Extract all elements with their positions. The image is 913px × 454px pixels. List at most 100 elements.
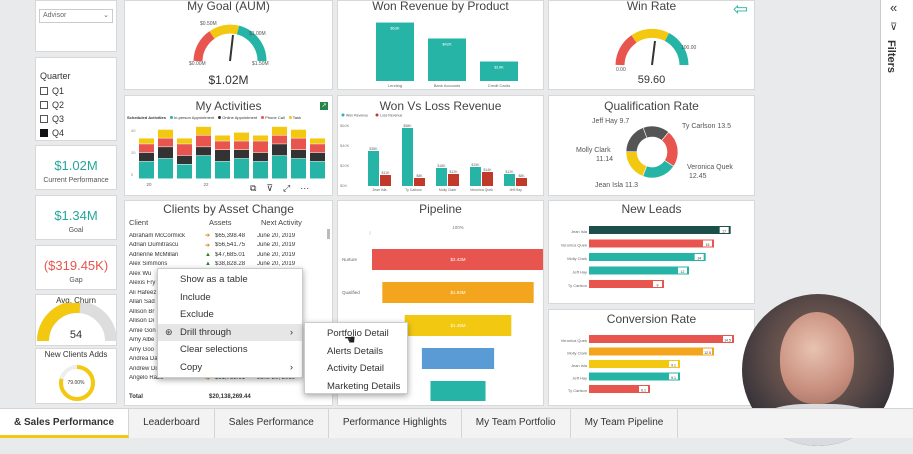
submenu-label: Portfolio Detail (327, 328, 389, 340)
goal-label-150: $1.50M (252, 61, 269, 67)
value-label: 9.1 (671, 364, 676, 368)
drill-through-icon: ⊛ (165, 326, 173, 337)
table-row[interactable]: Allison Di (129, 317, 327, 327)
won-bar (504, 174, 515, 186)
quarter-option[interactable]: Q3 (40, 112, 64, 126)
win-rate-title: Win Rate (626, 0, 677, 13)
kpi-value: $1.34M (54, 208, 98, 223)
client-name: Angelo Razo (129, 375, 164, 382)
goal-label-000: $0.00M (189, 61, 206, 67)
qual-label: 12.45 (689, 173, 707, 180)
table-row[interactable]: Amy Albe (129, 336, 327, 346)
value-label: 17 (722, 230, 726, 234)
legend-label: Phone Call (265, 115, 285, 120)
legend-label: Online Appointment (222, 115, 258, 120)
client-name: Alexis Fry (129, 280, 156, 287)
table-row[interactable]: Alex Simmons ▲ $38,828.28 June 20, 2019 (129, 260, 327, 270)
kpi-label: Goal (68, 227, 84, 234)
quarter-option[interactable]: Q2 (40, 98, 64, 112)
table-row[interactable]: Angelo Razo ➔ $51,753.61 June 20, 2019 (129, 374, 327, 384)
table-row[interactable]: Amy Goo (129, 345, 327, 355)
client-name: Allan Sad (129, 299, 155, 306)
checkbox-icon[interactable] (40, 101, 48, 109)
loss-label: $11K (382, 171, 391, 175)
expand-visual-icon[interactable]: ↗ (320, 102, 328, 110)
table-row[interactable]: Allison Br (129, 307, 327, 317)
quarter-option[interactable]: Q4 (40, 126, 64, 140)
value-label: 12.5 (704, 351, 711, 355)
legend-item[interactable]: Task (288, 115, 301, 120)
bar (589, 239, 714, 248)
legend-item[interactable]: Phone Call (261, 115, 285, 120)
menu-item-exclude[interactable]: Exclude (158, 306, 302, 324)
page-tab[interactable]: Leaderboard (129, 409, 215, 438)
y-tick-label: $20K (340, 163, 350, 168)
back-arrow-icon[interactable]: ⇦ (733, 0, 749, 19)
page-tab[interactable]: My Team Pipeline (571, 409, 679, 438)
menu-item-clear-selections[interactable]: Clear selections (158, 341, 302, 359)
stack-segment (196, 135, 211, 147)
filter-icon[interactable]: ⊽ (266, 183, 274, 193)
value-badge (669, 373, 678, 380)
value-label: 12 (681, 270, 685, 274)
advisor-dropdown[interactable]: Advisor ⌄ (39, 9, 113, 23)
x-tick-label: 20 (146, 182, 152, 187)
table-scrollbar[interactable] (327, 229, 330, 239)
clients-total-row: Total $20,138,269.44 (129, 394, 329, 400)
legend-item[interactable]: In-person Appointment (169, 115, 214, 120)
more-options-icon[interactable]: ⋯ (300, 183, 310, 193)
menu-item-include[interactable]: Include (158, 289, 302, 307)
table-row[interactable]: Alex Wu (129, 269, 327, 279)
legend-dot (341, 113, 345, 117)
submenu-item-alerts-details[interactable]: Alerts Details (305, 343, 407, 361)
table-row[interactable]: Adrienne McMillan ▲ $47,685.01 June 20, 201… (129, 250, 327, 260)
submenu-item-portfolio-detail[interactable]: Portfolio Detail (305, 325, 407, 343)
filters-label[interactable]: Filters (885, 40, 897, 74)
x-tick-label: 22 (203, 182, 209, 187)
collapse-icon[interactable]: « (890, 0, 898, 15)
submenu-item-activity-detail[interactable]: Activity Detail (305, 360, 407, 378)
menu-item-copy[interactable]: Copy › (158, 359, 302, 377)
loss-label: $8K (416, 174, 423, 178)
menu-label: Include (180, 291, 211, 303)
table-row[interactable]: Ali Hafeez (129, 288, 327, 298)
category-label: Jeff Hay (572, 270, 587, 275)
checkbox-icon[interactable] (40, 129, 48, 137)
table-row[interactable]: Andrea Da (129, 355, 327, 365)
value-label: 14.5 (724, 339, 731, 343)
table-row[interactable]: Alexis Fry (129, 279, 327, 289)
loss-bar (516, 178, 527, 186)
col-header[interactable]: Next Activity (261, 218, 302, 227)
won-revenue-chart: $63K Lending $42K Bank Accounts $19K Credit C… (376, 22, 518, 88)
stack-segment (253, 141, 268, 153)
col-header[interactable]: Client (129, 218, 149, 227)
category-label: Credit Cards (488, 83, 510, 88)
checkbox-icon[interactable] (40, 87, 48, 95)
legend-item[interactable]: Online Appointment (218, 115, 257, 120)
client-name: Amie Gon (129, 327, 156, 334)
table-row[interactable]: Adrian Dumitrascu ➔ $56,541.75 June 20, 201… (129, 241, 327, 251)
table-row[interactable]: Amie Gon (129, 326, 327, 336)
copy-icon[interactable]: ⧉ (250, 183, 257, 193)
focus-mode-icon[interactable]: ⤢ (283, 183, 291, 193)
page-tab[interactable]: Sales Performance (215, 409, 329, 438)
menu-item-drill-through[interactable]: ⊛ Drill through › (158, 323, 302, 341)
win-rate-max: 100.00 (681, 45, 697, 51)
submenu-item-marketing-details[interactable]: Marketing Details (305, 378, 407, 396)
page-tab[interactable]: My Team Portfolio (462, 409, 571, 438)
table-row[interactable]: Abraham McCormick ➔ $65,398.48 June 20, 201… (129, 231, 327, 241)
churn-value: 54 (69, 329, 83, 341)
stack-segment (291, 138, 306, 150)
page-tab[interactable]: & Sales Performance (0, 409, 130, 438)
checkbox-icon[interactable] (40, 115, 48, 123)
quarter-option[interactable]: Q1 (40, 84, 64, 98)
y-tick-label: 40 (131, 128, 136, 133)
value-label: 6.1 (641, 389, 646, 393)
menu-item-show-as-table[interactable]: Show as a table (158, 271, 302, 289)
page-tab[interactable]: Performance Highlights (329, 409, 462, 438)
y-tick-label: 0 (131, 172, 134, 177)
advisor-slicer: Advisor ⌄ (35, 0, 117, 52)
won-bar (368, 151, 379, 186)
col-header[interactable]: Assets (209, 218, 232, 227)
table-row[interactable]: Allan Sad (129, 298, 327, 308)
